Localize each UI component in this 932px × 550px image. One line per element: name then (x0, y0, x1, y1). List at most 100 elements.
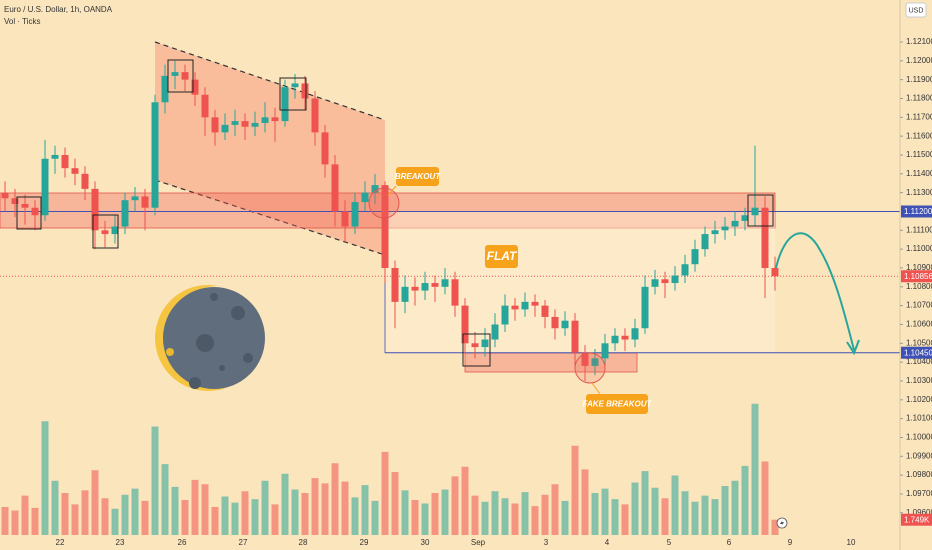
fake-breakout-circle (574, 352, 606, 384)
volume-bar (31, 507, 39, 535)
candle-body (771, 267, 779, 277)
volume-bar (751, 403, 759, 535)
volume-bar (601, 488, 609, 535)
volume-bar (681, 491, 689, 535)
y-tick-label: 1.11600 (906, 131, 932, 140)
candle-body (31, 207, 39, 216)
volume-bar (91, 470, 99, 535)
support-zone (464, 352, 638, 373)
volume-bar (191, 479, 199, 535)
candle-body (641, 286, 649, 329)
y-tick-label: 1.11700 (906, 112, 932, 121)
candle-body (121, 200, 129, 227)
candle-body (281, 87, 289, 122)
volume-bar (151, 426, 159, 535)
candle-body (601, 343, 609, 359)
volume-bar (691, 501, 699, 535)
volume-bar (631, 482, 639, 535)
candle-body (431, 283, 439, 287)
y-tick-label: 1.09800 (906, 470, 932, 479)
volume-bar (1, 507, 9, 535)
price-badge-label: 1.10856 (904, 272, 932, 281)
box (279, 77, 307, 111)
channel-upper (154, 41, 386, 121)
candle-body (251, 122, 259, 127)
boxes (16, 59, 774, 367)
tag-box (396, 167, 439, 186)
y-tick-label: 1.11400 (906, 169, 932, 178)
candle-body (551, 316, 559, 329)
volume-bar (111, 508, 119, 535)
y-tick-label: 1.10700 (906, 301, 932, 310)
candle-body (321, 132, 329, 165)
y-tick-label: 1.09700 (906, 489, 932, 498)
candle-body (311, 98, 319, 133)
currency-box (905, 2, 927, 18)
candle-body (351, 202, 359, 227)
x-tick-label: 9 (788, 538, 793, 547)
candle-body (11, 198, 19, 204)
volume-bar (211, 507, 219, 535)
moon (155, 285, 269, 391)
x-tick-label: 29 (360, 538, 369, 547)
y-tick-label: 1.09900 (906, 451, 932, 460)
candle-body (241, 121, 249, 127)
candle-body (381, 185, 389, 268)
candle-body (611, 335, 619, 344)
y-tick-label: 1.09600 (906, 508, 932, 517)
candle-body (111, 226, 119, 235)
volume-bar (621, 504, 629, 535)
channel-fill (155, 42, 385, 255)
candle-body (211, 117, 219, 133)
x-tick-label: 28 (299, 538, 308, 547)
volume-bar (61, 493, 69, 535)
volume-bar (41, 421, 49, 535)
breakout-circle (368, 187, 400, 219)
price-badge-label: 1.11200 (904, 207, 932, 216)
volume-bar (171, 486, 179, 535)
candle-body (491, 324, 499, 340)
candle-body (61, 154, 69, 169)
candle-body (701, 234, 709, 250)
x-tick-label: Sep (471, 538, 486, 547)
box (92, 214, 119, 249)
volume-bar (141, 500, 149, 535)
box (747, 194, 774, 227)
candle-body (161, 75, 169, 103)
volume-bar (131, 488, 139, 535)
y-tick-label: 1.11500 (906, 150, 932, 159)
volume-bar (281, 473, 289, 535)
candle-body (481, 339, 489, 348)
volume-bar (651, 487, 659, 535)
volume-bar (491, 491, 499, 535)
pointer (387, 185, 397, 196)
volume-bar (411, 500, 419, 535)
candle-body (141, 196, 149, 208)
candle-body (541, 305, 549, 317)
volume-bar (311, 478, 319, 535)
volume-bar (331, 463, 339, 535)
tag-box (586, 394, 648, 414)
candle-body (361, 192, 369, 203)
candle-body (591, 358, 599, 366)
volume-badge-label: 1.749K (904, 515, 930, 524)
volume-bar (251, 499, 259, 535)
box (16, 196, 42, 230)
volume-bar (221, 496, 229, 535)
volume-bar (101, 498, 109, 535)
volume-bar (701, 495, 709, 535)
volume-bar (761, 461, 769, 535)
tag-box (485, 245, 518, 268)
volume-bar (561, 500, 569, 535)
chart-title: Euro / U.S. Dollar, 1h, OANDA (4, 5, 113, 14)
candle-body (521, 301, 529, 310)
y-tick-label: 1.11000 (906, 244, 932, 253)
candle-body (401, 286, 409, 302)
y-tick-label: 1.10600 (906, 320, 932, 329)
volume-bar (291, 489, 299, 535)
crater (210, 293, 218, 301)
volume-bar (551, 484, 559, 535)
crater (196, 334, 214, 352)
candle-body (301, 83, 309, 99)
